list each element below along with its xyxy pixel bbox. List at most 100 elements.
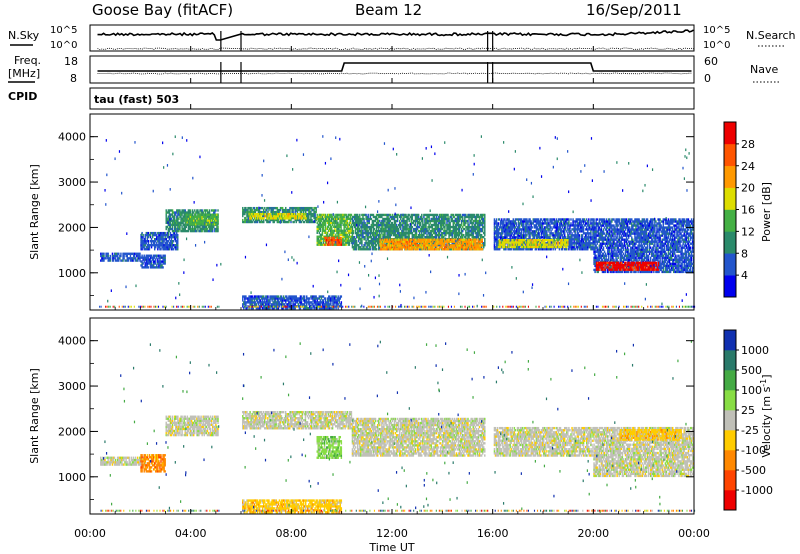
range-gate-cell: [159, 264, 161, 267]
range-gate-cell: [391, 213, 394, 217]
range-gate-cell: [175, 246, 178, 249]
range-gate-cell: [446, 229, 448, 233]
range-gate-cell: [417, 213, 420, 217]
range-gate-cell: [261, 206, 264, 210]
range-gate-cell: [187, 225, 190, 229]
range-gate-cell: [394, 231, 397, 235]
range-gate-cell: [147, 233, 150, 237]
range-gate-cell: [200, 229, 202, 233]
range-gate-cell: [199, 227, 201, 231]
range-gate-cell: [151, 256, 154, 259]
range-gate-cell: [484, 237, 486, 241]
range-gate-cell: [393, 217, 396, 221]
noise-sky-line: [97, 29, 694, 41]
range-gate-cell: [484, 242, 486, 245]
range-gate-cell: [484, 217, 486, 221]
range-gate-cell: [361, 237, 363, 241]
range-gate-cell: [264, 212, 266, 216]
range-gate-cell: [270, 215, 273, 218]
range-gate-cell: [184, 229, 186, 233]
range-gate-cell: [411, 217, 414, 221]
range-gate-cell: [162, 266, 164, 269]
range-gate-cell: [173, 221, 176, 225]
range-gate-cell: [178, 217, 180, 220]
range-gate-cell: [375, 235, 378, 239]
range-gate-cell: [153, 254, 156, 257]
range-gate-cell: [244, 212, 246, 216]
range-gate-cell: [447, 215, 449, 219]
range-gate-cell: [197, 211, 199, 214]
range-gate-cell: [431, 233, 433, 237]
range-gate-cell: [168, 223, 171, 227]
range-gate-cell: [418, 225, 421, 229]
range-gate-cell: [421, 213, 423, 217]
range-gate-cell: [105, 252, 107, 255]
range-gate-cell: [144, 262, 146, 265]
range-gate-cell: [269, 220, 271, 224]
range-gate-cell: [474, 229, 477, 233]
range-gate-cell: [170, 213, 173, 216]
range-gate-cell: [179, 215, 181, 218]
range-gate-cell: [177, 225, 179, 229]
range-gate-cell: [188, 213, 191, 216]
range-gate-cell: [124, 259, 126, 262]
range-gate-cell: [184, 211, 186, 214]
range-gate-cell: [372, 229, 375, 233]
range-gate-cell: [396, 225, 399, 229]
range-gate-cell: [130, 259, 133, 262]
range-gate-cell: [122, 252, 124, 255]
range-gate-cell: [181, 213, 183, 216]
freq-panel: Freq. [MHz] 18 8 60 0 Nave: [8, 54, 781, 85]
range-gate-cell: [451, 217, 453, 221]
range-gate-cell: [102, 257, 104, 260]
range-gate-cell: [147, 242, 150, 245]
range-gate-cell: [166, 240, 168, 243]
range-gate-cell: [140, 244, 142, 247]
range-gate-cell: [367, 237, 369, 241]
range-gate-cell: [138, 254, 140, 258]
range-gate-cell: [157, 260, 159, 263]
range-gate-cell: [389, 235, 391, 239]
range-gate-cell: [163, 231, 165, 235]
range-gate-cell: [195, 213, 197, 216]
range-gate-cell: [183, 223, 185, 227]
range-gate-cell: [340, 243, 343, 246]
range-gate-cell: [169, 235, 172, 239]
range-gate-cell: [158, 242, 160, 245]
range-gate-cell: [114, 259, 117, 262]
range-gate-cell: [177, 215, 179, 218]
range-gate-cell: [368, 219, 370, 223]
range-gate-cell: [181, 221, 183, 225]
range-gate-cell: [159, 235, 161, 239]
range-gate-cell: [188, 209, 191, 212]
range-gate-cell: [112, 254, 115, 258]
range-gate-cell: [448, 219, 450, 223]
range-gate-cell: [472, 231, 474, 235]
range-gate-cell: [158, 237, 160, 241]
range-gate-cell: [127, 257, 130, 260]
range-gate-cell: [204, 211, 207, 214]
range-gate-cell: [254, 215, 257, 218]
range-gate-cell: [351, 227, 354, 231]
range-gate-cell: [144, 244, 146, 247]
range-gate-cell: [113, 252, 116, 255]
range-gate-cell: [106, 252, 108, 255]
range-gate-cell: [145, 254, 148, 257]
range-gate-cell: [173, 233, 176, 237]
range-gate-cell: [160, 256, 162, 259]
range-gate-cell: [468, 227, 470, 231]
range-gate-cell: [183, 225, 185, 229]
range-gate-cell: [217, 209, 219, 212]
range-gate-cell: [167, 246, 170, 249]
range-gate-cell: [177, 229, 179, 233]
range-gate-cell: [173, 246, 176, 249]
range-gate-cell: [143, 254, 145, 257]
range-gate-cell: [449, 221, 451, 225]
range-gate-cell: [155, 246, 157, 249]
range-gate-cell: [101, 254, 103, 258]
range-gate-cell: [171, 233, 174, 237]
range-gate-cell: [163, 262, 165, 265]
range-gate-cell: [164, 248, 166, 251]
range-gate-cell: [436, 213, 439, 217]
range-gate-cell: [146, 248, 149, 251]
